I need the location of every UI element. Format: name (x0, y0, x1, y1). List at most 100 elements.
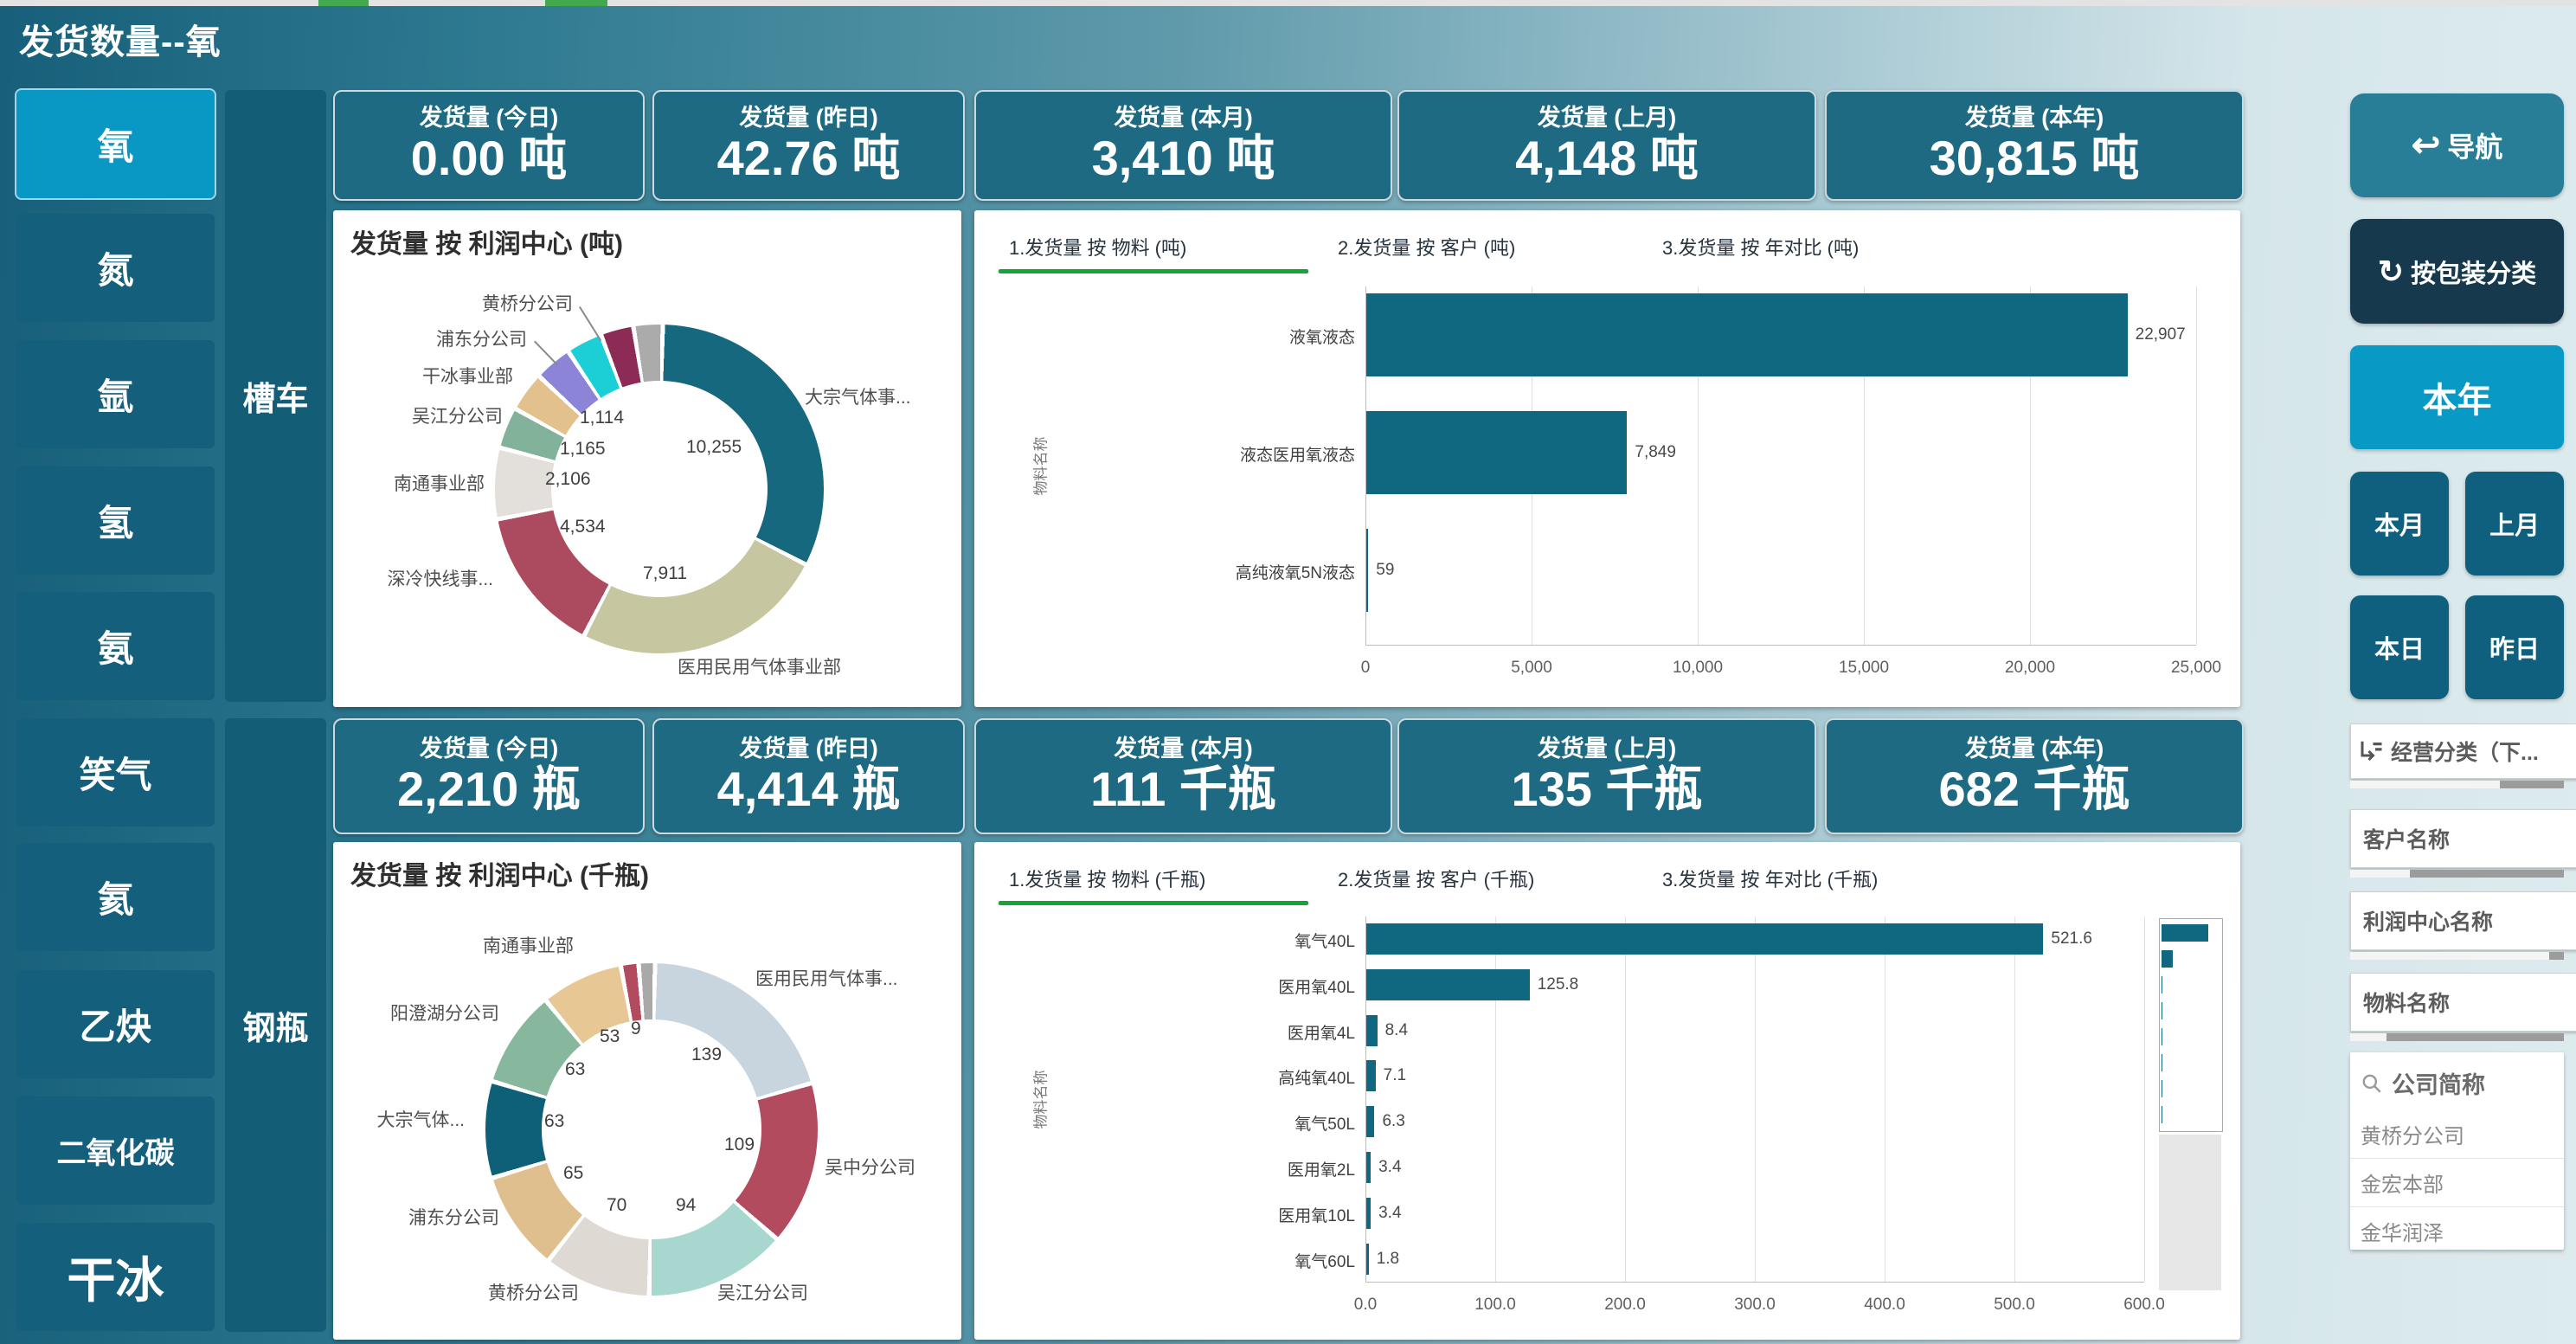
scrollbar-thumb[interactable] (2386, 1033, 2564, 1041)
donut-value-label: 94 (676, 1195, 697, 1215)
axis-tick-label: 500.0 (1994, 1296, 2035, 1314)
gridline (2030, 286, 2031, 645)
donut-chart (485, 963, 818, 1296)
axis-tick-label: 400.0 (1864, 1296, 1905, 1314)
slicer-scrollbar[interactable] (2350, 1033, 2564, 1041)
donut-hole (550, 380, 768, 598)
donut-value-label: 2,106 (545, 469, 591, 489)
sidebar-item-7[interactable]: 氦 (16, 843, 215, 951)
donut-value-label: 70 (607, 1195, 627, 1215)
donut-segment-label: 大宗气体事... (805, 388, 911, 408)
company-search-title: 公司简称 (2392, 1072, 2485, 1098)
donut-segment-label: 浦东分公司 (408, 1208, 499, 1228)
tab-3[interactable]: 3.发货量 按 年对比 (吨) (1662, 237, 1860, 259)
company-list-item-2[interactable]: 金宏本部 (2350, 1159, 2564, 1207)
browser-edge-accent (545, 0, 607, 6)
donut-segment-label: 吴江分公司 (412, 407, 503, 427)
sidebar-item-9[interactable]: 二氧化碳 (16, 1096, 215, 1205)
sidebar-item-10[interactable]: 干冰 (16, 1223, 215, 1331)
gridline (2196, 286, 2197, 645)
period-button-yesterday[interactable]: 昨日 (2465, 595, 2564, 699)
active-tab-underline (999, 269, 1308, 273)
donut-value-label: 9 (631, 1019, 641, 1039)
sidebar-item-6[interactable]: 笑气 (16, 718, 215, 826)
label-leader-line (534, 340, 558, 366)
axis-tick-label: 15,000 (1838, 659, 1890, 677)
donut-chart (495, 325, 824, 653)
axis-tick-label: 20,000 (2004, 659, 2056, 677)
sidebar-item-5[interactable]: 氨 (16, 592, 215, 700)
slicer-profit-center-name[interactable]: 利润中心名称 (2350, 891, 2576, 950)
slicer-business-category[interactable]: 经营分类（下... (2350, 723, 2576, 779)
kpi-label: 发货量 (本月) (1114, 736, 1253, 762)
scrollbar-thumb[interactable] (2410, 870, 2564, 878)
y-axis-title: 物料名称 (1032, 1070, 1050, 1129)
mode-strip-cylinder-label: 钢瓶 (242, 1011, 309, 1047)
kpi-value: 30,815 吨 (1929, 131, 2140, 186)
sidebar-item-4[interactable]: 氢 (16, 466, 215, 575)
company-search-header[interactable]: 公司简称 (2350, 1052, 2564, 1110)
kpi-bottles-card-3: 发货量 (本月) 111 千瓶 (974, 718, 1392, 834)
period-label: 昨日 (2489, 636, 2540, 664)
scroll-minimap[interactable] (2159, 918, 2223, 1132)
category-label: 医用氧40L (1278, 978, 1355, 997)
sidebar-item-label: 干冰 (67, 1253, 164, 1308)
donut-value-label: 1,165 (560, 439, 606, 459)
chart-title: 发货量 按 利润中心 (吨) (350, 230, 623, 259)
sidebar-item-8[interactable]: 乙炔 (16, 970, 215, 1078)
tab-2[interactable]: 2.发货量 按 客户 (千瓶) (1338, 869, 1535, 891)
mode-strip-cylinder[interactable]: 钢瓶 (225, 718, 326, 1332)
bar-value-label: 59 (1376, 561, 1395, 579)
sidebar-item-label: 氨 (97, 628, 134, 669)
tab-2[interactable]: 2.发货量 按 客户 (吨) (1338, 237, 1516, 259)
period-button-this-month[interactable]: 本月 (2350, 472, 2449, 576)
slicer-scrollbar[interactable] (2350, 952, 2564, 960)
sidebar-item-2[interactable]: 氮 (16, 214, 215, 322)
scrollbar-thumb[interactable] (2499, 781, 2564, 788)
slicer-label: 客户名称 (2363, 828, 2451, 852)
tab-1[interactable]: 1.发货量 按 物料 (千瓶) (1009, 869, 1206, 891)
period-button-today[interactable]: 本日 (2350, 595, 2449, 699)
sidebar-item-label: 氮 (97, 250, 134, 291)
package-classify-button[interactable]: ↻ 按包装分类 (2350, 219, 2564, 324)
bar-value-label: 7,849 (1635, 443, 1676, 461)
mode-strip-tanker[interactable]: 槽车 (225, 90, 326, 702)
category-label: 液氧液态 (1288, 329, 1355, 347)
tab-1[interactable]: 1.发货量 按 物料 (吨) (1009, 237, 1187, 259)
category-label: 氧气40L (1294, 933, 1355, 951)
period-button-last-month[interactable]: 上月 (2465, 472, 2564, 576)
slicer-customer-name[interactable]: 客户名称 (2350, 809, 2576, 868)
company-list-item-1[interactable]: 黄桥分公司 (2350, 1110, 2564, 1159)
active-tab-underline (999, 901, 1308, 905)
axis-tick-label: 10,000 (1672, 659, 1724, 677)
donut-card-tons: 发货量 按 利润中心 (吨) 大宗气体事... 医用民用气体事业部 深冷快线事...… (333, 210, 961, 707)
kpi-value: 42.76 吨 (716, 131, 901, 186)
navigation-button[interactable]: ↩ 导航 (2350, 93, 2564, 197)
bar (1366, 923, 2044, 955)
kpi-label: 发货量 (今日) (419, 105, 559, 132)
sidebar-item-label: 氢 (97, 503, 134, 543)
axis-tick-label: 0.0 (1353, 1296, 1378, 1314)
slicer-scrollbar[interactable] (2350, 781, 2564, 788)
donut-card-kbottles: 发货量 按 利润中心 (千瓶) 医用民用气体事... 吴中分公司 吴江分公司 黄桥分公… (333, 842, 961, 1340)
slicer-scrollbar[interactable] (2350, 870, 2564, 878)
donut-segment-label: 阳澄湖分公司 (390, 1004, 499, 1024)
sidebar-item-3[interactable]: 氩 (16, 340, 215, 448)
gridline (1864, 286, 1865, 645)
sidebar-item-label: 二氧化碳 (56, 1137, 175, 1170)
scrollbar-track[interactable] (2159, 1135, 2221, 1290)
bar (1366, 1243, 1369, 1275)
period-button-year[interactable]: 本年 (2350, 345, 2564, 449)
browser-edge-strip (0, 0, 2576, 6)
donut-value-label: 10,255 (686, 437, 742, 457)
slicer-material-name[interactable]: 物料名称 (2350, 973, 2576, 1032)
tab-3[interactable]: 3.发货量 按 年对比 (千瓶) (1662, 869, 1879, 891)
donut-segment-label: 医用民用气体事... (755, 969, 898, 989)
donut-value-label: 63 (565, 1059, 586, 1079)
sidebar-item-1[interactable]: 氧 (15, 88, 216, 200)
slicer-label: 物料名称 (2363, 992, 2451, 1016)
scrollbar-thumb[interactable] (2548, 952, 2564, 960)
donut-segment-label: 浦东分公司 (436, 330, 527, 350)
company-list-item-3[interactable]: 金华润泽 (2350, 1207, 2564, 1256)
